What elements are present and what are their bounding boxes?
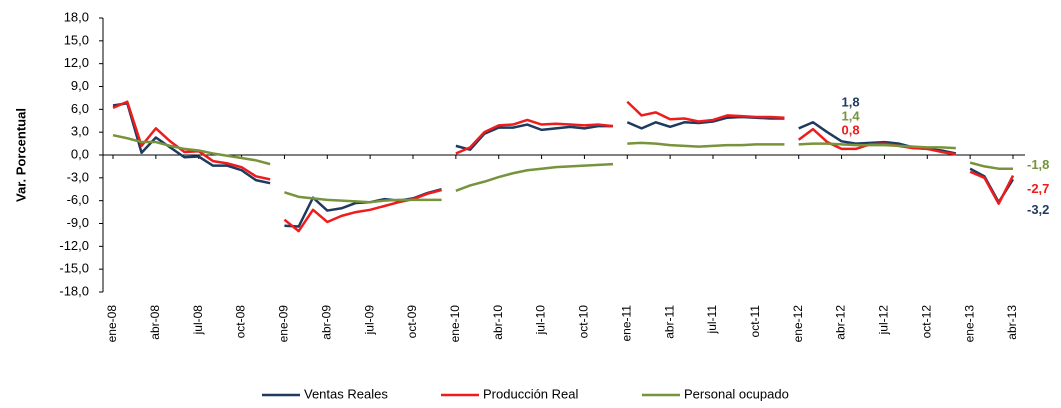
line [627,141,785,148]
line [112,133,271,166]
x-tick-label: abr-10 [491,305,505,340]
x-tick-label: oct-09 [405,305,419,339]
x-tick-label: oct-11 [748,305,762,338]
y-tick-label: 18,0 [64,9,89,24]
y-tick-label: 3,0 [71,124,89,139]
legend-label: Ventas Reales [304,386,388,401]
y-tick-label: -12,0 [59,238,89,253]
y-tick-label: 6,0 [71,101,89,116]
x-tick-label: abr-13 [1005,305,1019,340]
x-tick-label: ene-08 [105,305,119,343]
line [284,188,442,228]
line [112,101,271,185]
x-tick-label: abr-09 [319,305,333,340]
line [455,162,614,192]
line [112,100,271,181]
x-tick-label: abr-12 [834,305,848,340]
value-label: 1,8 [842,94,860,109]
line [283,188,442,233]
x-tick-label: jul-10 [534,305,548,336]
y-tick-label: 15,0 [64,32,89,47]
y-tick-label: -18,0 [59,283,89,298]
x-tick-label: ene-10 [448,305,462,343]
value-label: -2,7 [1027,181,1049,196]
x-tick-label: jul-09 [362,305,376,336]
y-tick-label: 9,0 [71,78,89,93]
x-tick-label: ene-09 [277,305,291,343]
y-tick-label: -6,0 [67,192,89,207]
x-tick-label: ene-12 [791,305,805,343]
y-tick-label: 12,0 [64,55,89,70]
line [455,118,614,155]
value-label: -1,8 [1027,157,1049,172]
value-label: -3,2 [1027,202,1049,217]
x-tick-label: ene-13 [962,305,976,343]
x-tick-label: oct-12 [919,305,933,339]
line [626,100,785,123]
legend-label: Personal ocupado [684,386,789,401]
y-axis-label: Var. Porcentual [13,108,28,202]
line [626,115,785,130]
y-tick-label: -15,0 [59,261,89,276]
x-tick-label: oct-08 [234,305,248,339]
y-tick-label: -3,0 [67,169,89,184]
legend-label: Producción Real [483,386,578,401]
value-label: 0,8 [842,122,860,137]
line [969,170,1015,205]
x-tick-label: jul-08 [191,305,205,336]
x-tick-label: oct-10 [577,305,591,339]
x-tick-label: jul-11 [705,305,719,335]
y-tick-label: -9,0 [67,215,89,230]
line [969,161,1013,170]
x-tick-label: ene-11 [619,305,633,342]
value-label: 1,4 [842,108,861,123]
line [798,142,956,150]
line [284,191,442,204]
x-tick-label: abr-08 [148,305,162,340]
x-tick-label: jul-12 [877,305,891,336]
y-tick-label: 0,0 [71,146,89,161]
x-tick-label: abr-11 [662,305,676,339]
